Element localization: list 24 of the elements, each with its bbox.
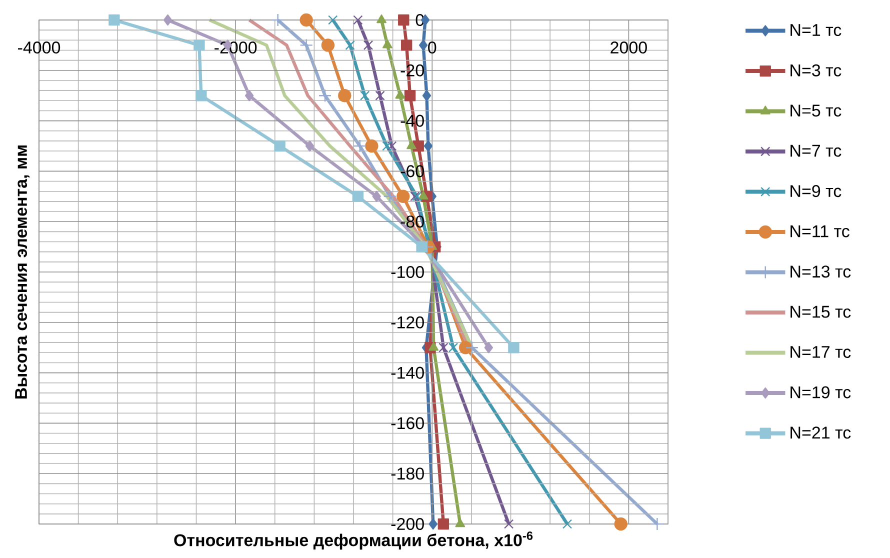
y-tick-label: -120 xyxy=(391,316,424,328)
x-tick-label: -4000 xyxy=(18,42,60,54)
legend-label: N=13 тс xyxy=(790,266,851,278)
y-tick-label: -160 xyxy=(391,417,424,430)
legend-label: N=15 тс xyxy=(790,306,851,318)
legend-label: N=17 тс xyxy=(790,346,851,358)
y-tick-label: -60 xyxy=(400,165,424,178)
x-tick-label: 0 xyxy=(428,42,436,54)
y-tick-label: -200 xyxy=(391,518,424,530)
legend-label: N=5 тс xyxy=(790,104,842,117)
legend-label: N=3 тс xyxy=(790,64,842,76)
y-tick-label: -100 xyxy=(391,266,424,278)
x-axis-title: Относительные деформации бетона, х10$^{-6}$ xyxy=(174,532,533,550)
legend-label: N=1 тс xyxy=(790,24,842,36)
legend-label: N=11 тс xyxy=(790,225,850,238)
y-tick-label: -140 xyxy=(391,366,424,379)
legend-label: N=19 тс xyxy=(790,386,851,398)
y-tick-label: -180 xyxy=(391,468,424,480)
legend-label: N=9 тс xyxy=(790,185,842,198)
x-tick-label: 2000 xyxy=(610,42,647,54)
legend-label: N=7 тс xyxy=(790,144,842,157)
y-axis-title: Высота сечения элемента, мм xyxy=(15,146,30,399)
legend-label: N=21 тс xyxy=(790,426,851,439)
y-tick-label: -80 xyxy=(400,216,424,228)
